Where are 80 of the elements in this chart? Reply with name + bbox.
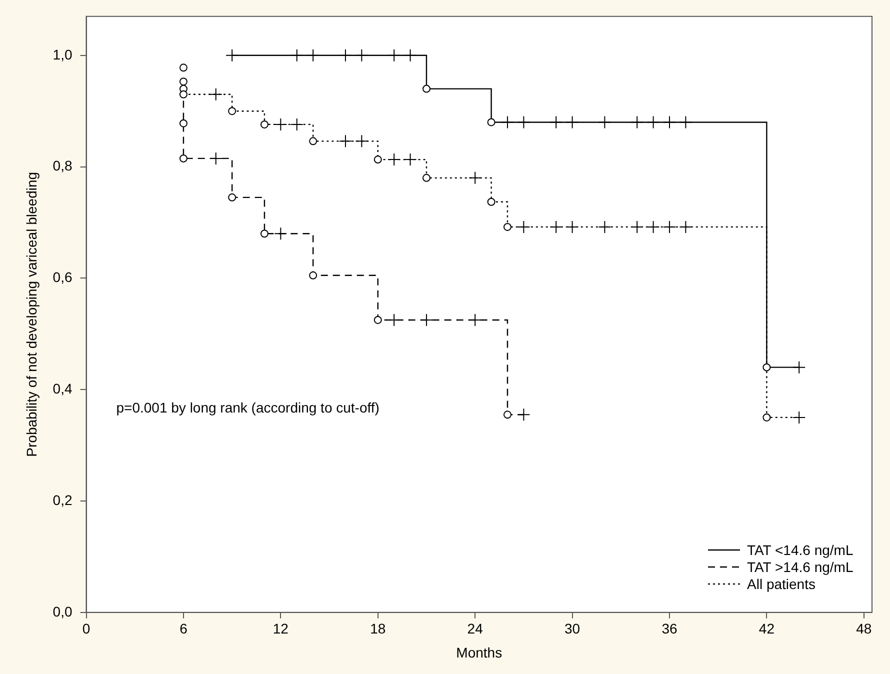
point — [355, 48, 368, 62]
y-axis-title: Probability of not developing variceal bleeding — [23, 172, 40, 457]
point — [679, 220, 692, 234]
x-tick-label: 6 — [180, 620, 188, 637]
point — [646, 116, 660, 129]
point — [306, 48, 320, 62]
point — [260, 120, 268, 128]
point — [422, 84, 430, 93]
point — [388, 153, 401, 166]
point — [209, 152, 222, 165]
point — [792, 360, 806, 374]
point — [550, 116, 563, 129]
point — [598, 220, 612, 234]
point — [228, 193, 236, 202]
annotation: p=0.001 by long rank (according to cut-off) — [116, 399, 380, 416]
point — [309, 137, 318, 146]
point — [274, 118, 288, 131]
point — [503, 222, 512, 231]
x-tick-label: 0 — [82, 620, 90, 637]
point — [566, 220, 579, 234]
point — [517, 408, 530, 422]
y-tick-label: 0,8 — [52, 158, 72, 174]
x-tick-label: 18 — [370, 620, 386, 637]
point — [338, 48, 352, 62]
point — [290, 48, 304, 62]
point — [420, 313, 433, 326]
point — [792, 410, 806, 424]
x-tick-label: 36 — [662, 620, 678, 637]
y-tick-label: 0,4 — [52, 380, 72, 396]
x-tick-label: 12 — [272, 620, 289, 637]
point — [517, 116, 530, 129]
point — [487, 118, 496, 126]
point — [662, 220, 676, 234]
point — [179, 90, 188, 98]
point — [646, 220, 660, 234]
point — [179, 154, 188, 162]
point — [260, 230, 268, 238]
point — [404, 153, 417, 166]
point — [355, 134, 368, 148]
x-tick-label: 42 — [758, 620, 775, 637]
point — [566, 116, 579, 129]
point — [630, 116, 644, 129]
point — [500, 116, 514, 129]
point — [468, 171, 482, 184]
y-tick-label: 0,0 — [52, 603, 72, 620]
point — [598, 116, 612, 129]
point — [662, 116, 676, 129]
point — [228, 107, 236, 116]
point — [630, 220, 644, 234]
point — [404, 48, 417, 62]
x-tick-label: 48 — [856, 620, 872, 637]
point — [179, 64, 188, 72]
point — [179, 119, 188, 128]
point — [422, 174, 430, 182]
y-tick-label: 0,2 — [52, 492, 72, 508]
legend-label: TAT <14.6 ng/mL — [747, 542, 854, 558]
point — [290, 118, 304, 131]
y-tick-label: 0,6 — [52, 269, 72, 286]
point — [226, 48, 239, 62]
point — [309, 271, 318, 280]
x-tick-label: 30 — [564, 620, 580, 637]
point — [374, 316, 382, 324]
point — [374, 156, 382, 164]
legend-label: TAT >14.6 ng/mL — [747, 558, 854, 575]
point — [179, 78, 188, 86]
point — [517, 220, 530, 234]
x-tick-label: 24 — [467, 620, 484, 637]
point — [550, 220, 563, 234]
point — [762, 363, 771, 372]
point — [487, 198, 496, 206]
x-axis-title: Months — [456, 644, 502, 660]
point — [762, 413, 771, 422]
point — [209, 88, 222, 101]
y-tick-label: 1,0 — [52, 46, 72, 62]
point — [679, 116, 692, 129]
point — [338, 134, 352, 148]
point — [503, 410, 512, 419]
point — [274, 227, 288, 240]
legend-label: All patients — [747, 576, 816, 592]
point — [388, 48, 401, 62]
